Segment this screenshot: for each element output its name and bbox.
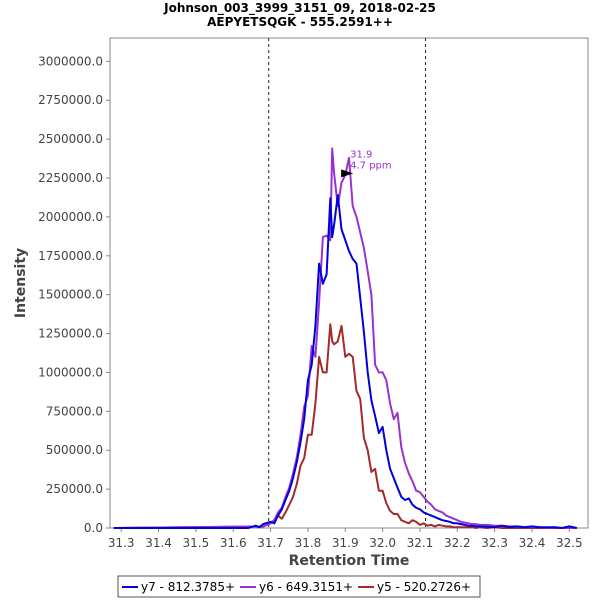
series-line bbox=[113, 323, 577, 529]
x-tick-label: 31.6 bbox=[220, 536, 247, 550]
peak-ppm-label: 4.7 ppm bbox=[350, 160, 392, 171]
integration-boundaries bbox=[268, 38, 427, 528]
y-tick-label: 0.0 bbox=[84, 521, 103, 535]
y-tick-label: 2500000.0 bbox=[38, 132, 103, 146]
series-group bbox=[113, 147, 578, 529]
y-axis-label: Intensity bbox=[13, 248, 29, 318]
y-tick-label: 250000.0 bbox=[46, 482, 103, 496]
y-axis: 0.0 250000.0 500000.0 750000.0 1000000.0 1250… bbox=[38, 54, 110, 535]
y-tick-label: 500000.0 bbox=[46, 443, 103, 457]
x-tick-label: 31.9 bbox=[332, 536, 359, 550]
x-tick-label: 31.8 bbox=[295, 536, 322, 550]
chart-title: Johnson_003_3999_3151_09, 2018-02-25 bbox=[163, 1, 436, 16]
x-tick-label: 31.5 bbox=[183, 536, 210, 550]
x-tick-label: 32.5 bbox=[556, 536, 583, 550]
peak-annotation: 31.94.7 ppm bbox=[341, 149, 392, 178]
y-tick-label: 1500000.0 bbox=[38, 288, 103, 302]
legend-box bbox=[117, 575, 481, 598]
legend-label: y5 - 520.2726+ bbox=[377, 580, 471, 594]
x-tick-label: 32.3 bbox=[481, 536, 508, 550]
series-line bbox=[113, 194, 578, 529]
x-axis: 31.3 31.4 31.5 31.6 31.7 31.8 31.9 32.0 32.1 32.2… bbox=[108, 528, 583, 550]
peak-marker bbox=[341, 169, 354, 178]
y-tick-label: 2250000.0 bbox=[38, 171, 103, 185]
x-tick-label: 32.4 bbox=[519, 536, 546, 550]
y-tick-label: 3000000.0 bbox=[38, 54, 103, 68]
x-tick-label: 32.2 bbox=[444, 536, 471, 550]
legend: y7 - 812.3785+ y6 - 649.3151+ y5 - 520.272… bbox=[122, 580, 471, 594]
x-axis-label: Retention Time bbox=[289, 553, 410, 569]
x-tick-label: 32.1 bbox=[407, 536, 434, 550]
x-tick-label: 31.7 bbox=[257, 536, 284, 550]
x-tick-label: 32.0 bbox=[369, 536, 396, 550]
x-tick-label: 31.3 bbox=[108, 536, 135, 550]
y-tick-label: 1750000.0 bbox=[38, 249, 103, 263]
peak-rt-label: 31.9 bbox=[350, 149, 372, 160]
y-tick-label: 1000000.0 bbox=[38, 365, 103, 379]
plot-area bbox=[109, 37, 589, 529]
legend-label: y6 - 649.3151+ bbox=[259, 580, 353, 594]
y-tick-label: 750000.0 bbox=[46, 404, 103, 418]
chart-subtitle: AEPYETSQGK - 555.2591++ bbox=[207, 15, 393, 29]
y-tick-label: 2750000.0 bbox=[38, 93, 103, 107]
series-line bbox=[113, 147, 577, 529]
legend-label: y7 - 812.3785+ bbox=[141, 580, 235, 594]
y-tick-label: 1250000.0 bbox=[38, 327, 103, 341]
x-tick-label: 31.4 bbox=[145, 536, 172, 550]
y-tick-label: 2000000.0 bbox=[38, 210, 103, 224]
